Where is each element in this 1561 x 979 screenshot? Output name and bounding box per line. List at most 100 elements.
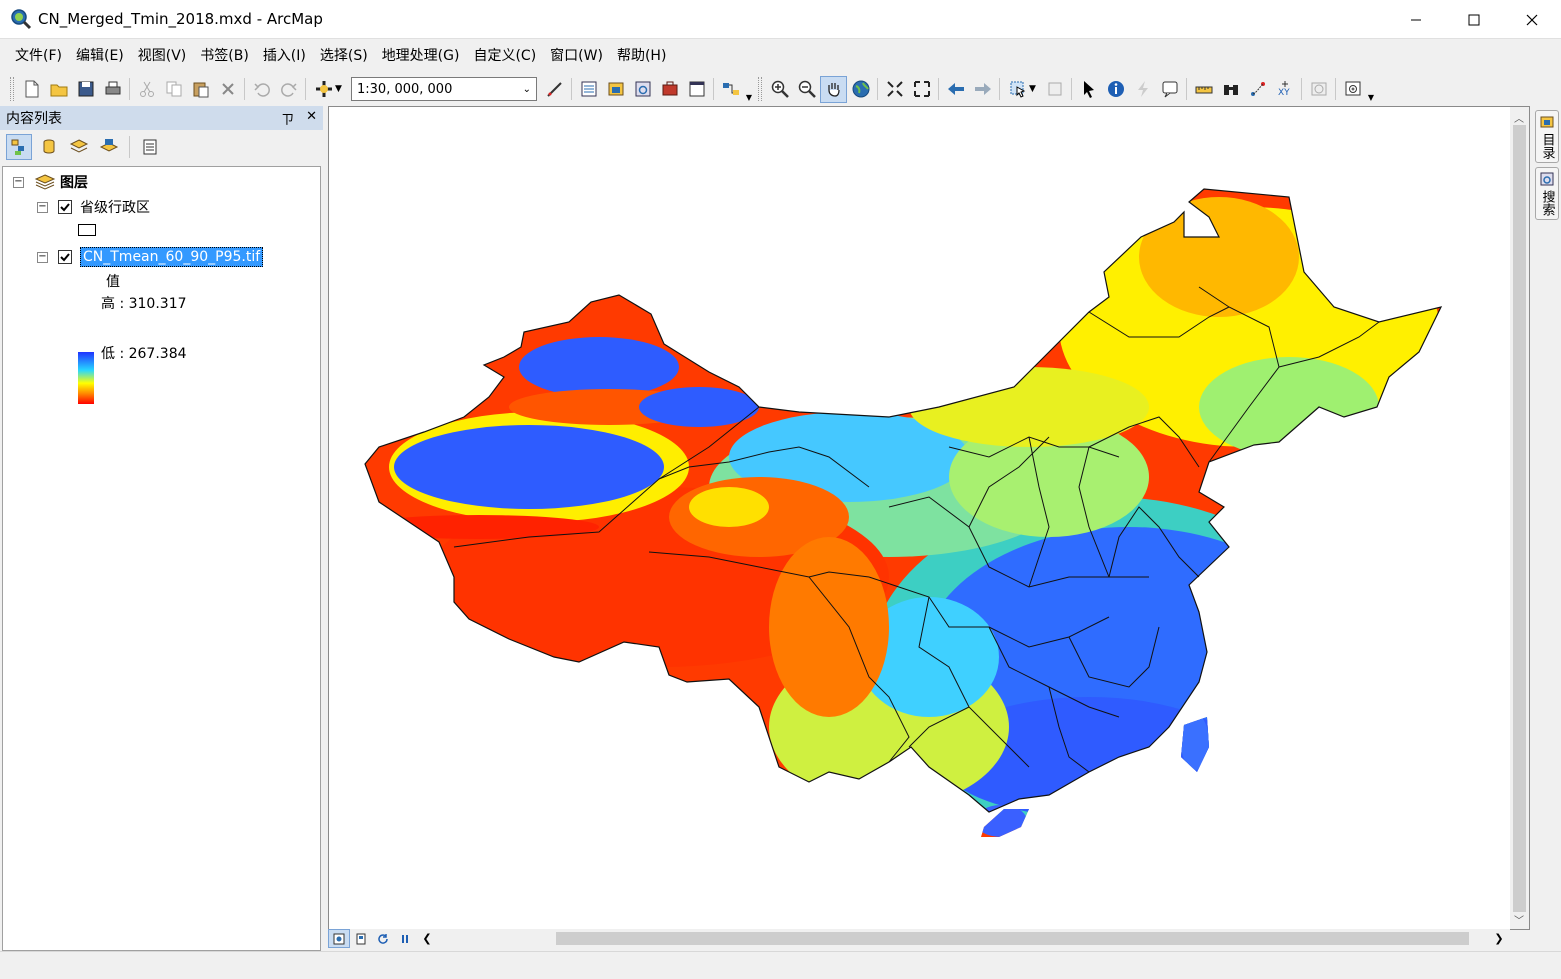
redo-button[interactable] [275,76,302,103]
menu-bookmarks[interactable]: 书签(B) [200,48,249,64]
find-button[interactable] [1217,76,1244,103]
measure-button[interactable] [1190,76,1217,103]
paste-button[interactable] [187,76,214,103]
scroll-up-icon[interactable]: ︿ [1514,114,1524,125]
tools-toolbar-grip[interactable] [758,77,762,101]
menu-windows[interactable]: 窗口(W) [550,48,603,64]
collapse-icon[interactable]: − [13,175,24,188]
select-elements-button[interactable] [1075,76,1102,103]
layer-row-provinces[interactable]: − 省级行政区 [37,197,150,217]
vertical-scroll-thumb[interactable] [1513,125,1526,912]
polygon-symbol-swatch[interactable] [78,224,96,236]
menu-help[interactable]: 帮助(H) [616,48,667,64]
add-data-button[interactable]: ▼ [309,76,347,103]
layers-icon [69,139,89,153]
list-by-visibility-button[interactable] [66,134,92,160]
menu-customize[interactable]: 自定义(C) [473,48,537,64]
minimize-icon [1411,19,1421,20]
color-ramp-legend[interactable] [78,352,94,404]
scroll-right-button[interactable]: ❯ [1488,929,1510,948]
save-button[interactable] [72,76,99,103]
collapse-icon[interactable]: − [37,250,48,263]
menu-edit[interactable]: 编辑(E) [75,48,124,64]
html-popup-button[interactable] [1156,76,1183,103]
layer-visibility-checkbox[interactable] [58,200,72,214]
search-window-button[interactable] [629,76,656,103]
pause-drawing-button[interactable] [394,929,416,948]
new-document-button[interactable] [18,76,45,103]
list-by-drawing-order-button[interactable] [6,134,32,160]
editor-toolbar-button[interactable] [541,76,568,103]
layout-view-button[interactable] [350,929,372,948]
identify-button[interactable] [1102,76,1129,103]
collapse-icon[interactable]: − [37,200,48,213]
map-vertical-scrollbar[interactable]: ︿ ﹀ [1510,107,1529,929]
fixed-zoom-in-icon [886,81,903,97]
china-temperature-raster-map[interactable] [329,107,1529,929]
hyperlink-button[interactable] [1129,76,1156,103]
layer-name-selected[interactable]: CN_Tmean_60_90_P95.tif [80,247,264,267]
python-window-button[interactable] [683,76,710,103]
search-window-icon [635,81,650,97]
delete-button[interactable] [214,76,241,103]
horizontal-scroll-thumb[interactable] [556,932,1469,945]
close-button[interactable] [1503,0,1561,39]
scroll-down-icon[interactable]: ﹀ [1514,916,1524,927]
undo-button[interactable] [248,76,275,103]
toolbar-overflow-button[interactable]: ▼ [745,93,753,102]
zoom-out-button[interactable] [793,76,820,103]
print-button[interactable] [99,76,126,103]
next-extent-button[interactable] [969,76,996,103]
copy-button[interactable] [160,76,187,103]
data-view-button[interactable] [328,929,350,948]
options-list-icon [143,139,157,155]
clear-selection-button[interactable] [1041,76,1068,103]
fixed-zoom-in-button[interactable] [881,76,908,103]
map-scale-combobox[interactable]: 1:30, 000, 000 ⌄ [351,77,537,101]
map-display[interactable] [328,106,1530,930]
go-to-xy-button[interactable]: XY [1271,76,1298,103]
full-extent-button[interactable] [847,76,874,103]
find-route-button[interactable] [1244,76,1271,103]
fixed-zoom-out-button[interactable] [908,76,935,103]
menu-geoprocessing[interactable]: 地理处理(G) [381,48,460,64]
minimize-button[interactable] [1387,0,1445,39]
create-viewer-window-button[interactable] [1339,76,1366,103]
clear-selection-icon [1048,82,1061,96]
cut-button[interactable] [133,76,160,103]
select-features-button[interactable]: ▼ [1003,76,1041,103]
pan-button[interactable] [820,75,847,103]
maximize-button[interactable] [1445,0,1503,39]
layer-name[interactable]: 省级行政区 [80,200,150,216]
legend-field-label: 值 [106,274,120,290]
menu-file[interactable]: 文件(F) [15,48,62,64]
print-icon [105,81,120,95]
previous-extent-button[interactable] [942,76,969,103]
pin-icon[interactable]: ㄗ [281,112,295,128]
list-by-selection-button[interactable] [96,134,122,160]
modelbuilder-button[interactable] [717,76,744,103]
list-by-source-button[interactable] [36,134,62,160]
menu-insert[interactable]: 插入(I) [262,48,306,64]
search-dock-tab[interactable]: 搜索 [1535,167,1559,220]
refresh-view-button[interactable] [372,929,394,948]
menu-view[interactable]: 视图(V) [137,48,187,64]
toc-options-button[interactable] [137,134,163,160]
tools-toolbar-overflow-button[interactable]: ▼ [1367,93,1375,102]
open-button[interactable] [45,76,72,103]
menu-selection[interactable]: 选择(S) [319,48,368,64]
zoom-in-button[interactable] [766,76,793,103]
toolbar-grip[interactable] [10,77,14,101]
catalog-dock-tab[interactable]: 目录 [1535,110,1559,163]
catalog-window-button[interactable] [602,76,629,103]
toc-window-button[interactable] [575,76,602,103]
scroll-left-button[interactable]: ❮ [416,929,438,948]
pointer-arrow-icon [1083,81,1094,98]
route-icon [1250,82,1265,96]
toc-close-icon[interactable]: ✕ [306,108,317,124]
tree-root-layers[interactable]: − 图层 [13,172,88,192]
arctoolbox-button[interactable] [656,76,683,103]
time-slider-button[interactable] [1305,76,1332,103]
layer-visibility-checkbox[interactable] [58,250,72,264]
layer-row-raster[interactable]: − CN_Tmean_60_90_P95.tif [37,247,264,267]
